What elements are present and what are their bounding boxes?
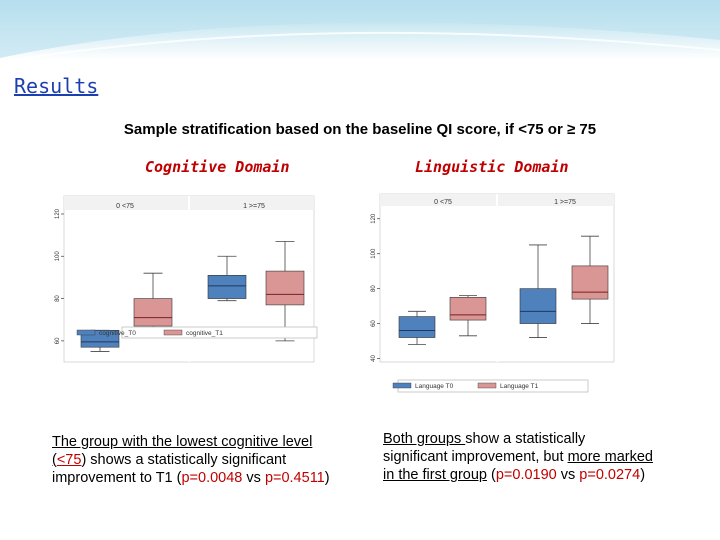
legend-swatch [392, 382, 412, 389]
caption-text: ) shows a statistically significant impr… [52, 452, 287, 486]
cognitive-caption: The group with the lowest cognitive leve… [52, 433, 342, 487]
legend-label: cognitive_T1 [186, 330, 223, 337]
p-value: p=0.0274 [579, 467, 641, 483]
legend-box [121, 326, 318, 339]
box-Language T1 [571, 265, 609, 300]
panel-label: 0 <75 [116, 203, 134, 210]
linguistic-boxplot-svg: 0 <75 1 >=75 40 60 80 100 120 Language T0 Langua… [371, 193, 615, 393]
y-tick-label: 120 [371, 213, 377, 224]
caption-text: more marked in the first group [383, 449, 653, 483]
panel-label: 1 >=75 [243, 203, 265, 210]
y-tick-label: 120 [55, 208, 61, 219]
panel-label: 0 <75 [434, 199, 452, 206]
cognitive-domain-title: Cognitive Domain [145, 158, 290, 176]
box-Language T1 [449, 297, 487, 321]
box-cognitive_T1 [133, 298, 173, 327]
y-tick-label: 60 [371, 320, 377, 327]
y-tick-label: 40 [371, 355, 377, 362]
linguistic-caption: Both groups show a statistically signifi… [383, 430, 653, 484]
cognitive-boxplot-svg: 0 <75 1 >=75 60 80 100 120 cognitive_T0 cogniti… [55, 195, 318, 363]
legend-label: Language T0 [415, 383, 454, 390]
y-tick-label: 60 [55, 337, 61, 344]
panel-label: 1 >=75 [554, 199, 576, 206]
legend-label: cognitive_T0 [99, 330, 136, 337]
legend-swatch [477, 382, 497, 389]
y-tick-label: 100 [371, 248, 377, 259]
cognitive-boxplot: 0 <75 1 >=75 60 80 100 120 cognitive_T0 cogniti… [52, 190, 320, 372]
caption-text: ) [640, 467, 646, 483]
caption-text: show a statistically significant improve… [383, 431, 586, 465]
y-tick-label: 80 [371, 285, 377, 292]
caption-text: ) [324, 470, 330, 486]
header-decoration [0, 0, 720, 63]
caption-text: ( [486, 467, 496, 483]
caption-text: The group with the lowest cognitive leve… [52, 434, 313, 468]
slide-subtitle: Sample stratification based on the basel… [123, 121, 597, 138]
linguistic-boxplot: 0 <75 1 >=75 40 60 80 100 120 Language T0 Langua… [368, 190, 618, 398]
y-tick-label: 80 [55, 295, 61, 302]
legend-swatch [163, 329, 183, 336]
p-value: p=0.4511 [264, 470, 325, 486]
box-Language T0 [519, 288, 557, 324]
caption-group-label: <75 [56, 452, 82, 468]
box-Language T0 [398, 316, 436, 338]
box-cognitive_T0 [207, 275, 247, 299]
caption-text: vs [242, 470, 265, 486]
legend-label: Language T1 [500, 383, 539, 390]
caption-text: Both groups [383, 431, 466, 447]
page-title: Results [14, 74, 99, 98]
y-tick-label: 100 [55, 251, 61, 262]
p-value: p=0.0190 [495, 467, 557, 483]
caption-text: vs [556, 467, 580, 483]
box-cognitive_T1 [265, 270, 305, 306]
linguistic-domain-title: Linguistic Domain [415, 158, 569, 176]
p-value: p=0.0048 [181, 470, 243, 486]
legend-swatch [76, 329, 96, 336]
